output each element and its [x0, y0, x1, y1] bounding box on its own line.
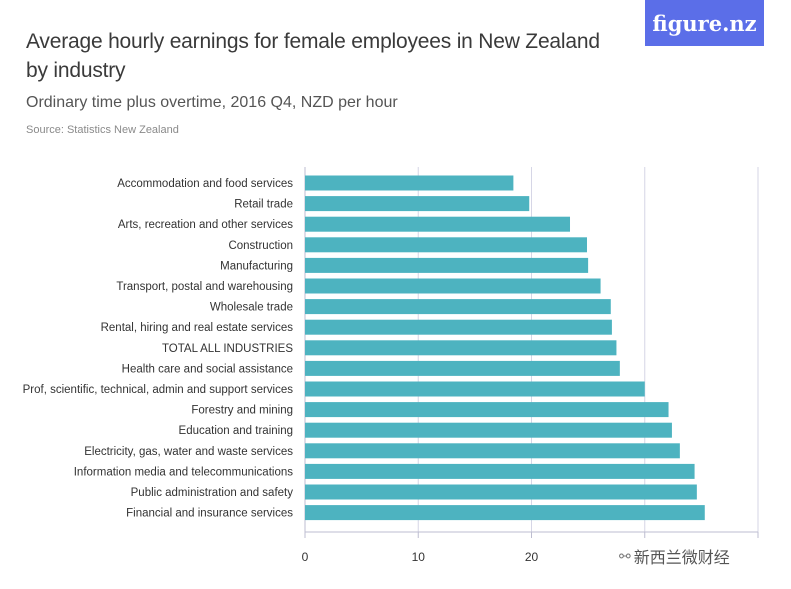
category-label: Electricity, gas, water and waste servic… [84, 446, 293, 458]
figure-nz-logo[interactable]: figure.nz [645, 0, 764, 46]
category-label: Accommodation and food services [117, 178, 293, 190]
watermark: ⚯ 新西兰微财经 [617, 544, 732, 568]
bar [305, 340, 617, 356]
category-label: Wholesale trade [210, 302, 293, 314]
bar [305, 216, 571, 232]
category-label: Forestry and mining [191, 405, 293, 417]
category-label: Transport, postal and warehousing [116, 281, 293, 293]
bar [305, 196, 530, 212]
category-label: Prof, scientific, technical, admin and s… [23, 384, 294, 396]
x-tick-label: 10 [412, 550, 426, 564]
source-note: Source: Statistics New Zealand [26, 124, 179, 136]
wechat-icon: ⚯ [619, 547, 631, 564]
category-label: Rental, hiring and real estate services [101, 322, 294, 334]
category-label: Construction [228, 240, 293, 252]
bar [305, 278, 601, 294]
category-label: Public administration and safety [131, 487, 294, 499]
category-label: Education and training [179, 425, 293, 437]
bar [305, 381, 645, 397]
bar [305, 175, 514, 191]
bar [305, 484, 697, 500]
x-tick-label: 0 [302, 550, 309, 564]
bar [305, 257, 589, 273]
category-label: Arts, recreation and other services [118, 219, 293, 231]
category-label: Information media and telecommunications [74, 466, 294, 478]
category-label: Health care and social assistance [122, 363, 293, 375]
chart-title: Average hourly earnings for female emplo… [26, 30, 600, 82]
bar [305, 299, 611, 315]
x-tick-label: 20 [525, 550, 539, 564]
bar [305, 463, 695, 479]
category-label: Retail trade [234, 199, 293, 211]
bar [305, 422, 672, 438]
bar [305, 237, 587, 253]
bar [305, 443, 680, 459]
watermark-text: 新西兰微财经 [633, 550, 730, 567]
bar [305, 319, 612, 335]
bar [305, 360, 620, 376]
bar [305, 505, 705, 521]
category-label: TOTAL ALL INDUSTRIES [162, 343, 293, 355]
chart-subtitle: Ordinary time plus overtime, 2016 Q4, NZ… [26, 94, 398, 111]
bar [305, 402, 669, 418]
category-label: Financial and insurance services [126, 508, 293, 520]
category-label: Manufacturing [220, 260, 293, 272]
